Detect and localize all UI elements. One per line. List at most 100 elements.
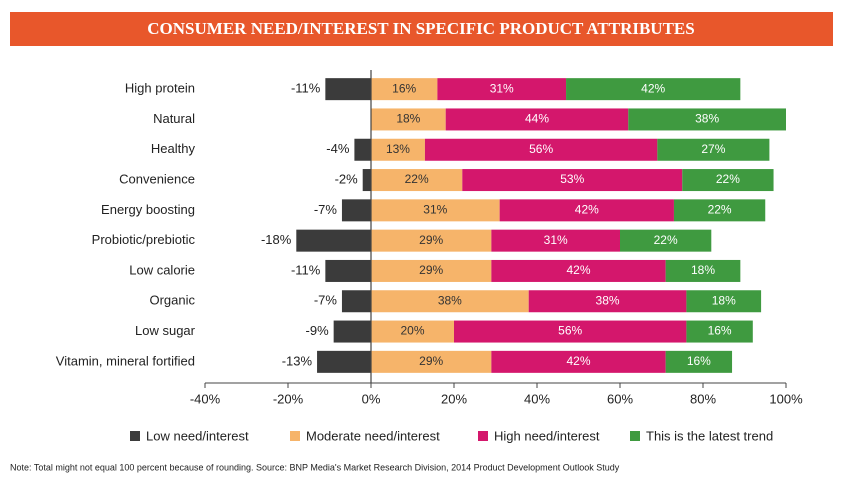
category-label: Healthy [151, 141, 196, 156]
bar-segment [686, 290, 762, 313]
bar-segment [371, 78, 438, 101]
legend-swatch [630, 431, 640, 441]
value-label: 18% [396, 112, 420, 126]
bar-segment [371, 108, 446, 131]
value-label: 31% [423, 203, 447, 217]
category-label: High protein [125, 81, 195, 96]
category-label: Low calorie [129, 262, 195, 277]
value-label: 22% [708, 203, 732, 217]
bar-segment [437, 78, 567, 101]
bar-segment [628, 108, 786, 131]
chart-title: CONSUMER NEED/INTEREST IN SPECIFIC PRODU… [147, 19, 694, 38]
value-label: 42% [641, 81, 665, 95]
bar-segment [371, 350, 492, 373]
bar-segment [341, 290, 371, 313]
bar-segment [657, 138, 770, 161]
bar-segment [491, 259, 666, 282]
x-tick-label: -40% [190, 391, 221, 406]
bar-segment [362, 169, 371, 192]
value-label: -11% [291, 262, 321, 277]
value-label: -18% [261, 232, 292, 247]
value-label: 38% [596, 293, 620, 307]
value-label: 42% [566, 263, 590, 277]
bar-segment [528, 290, 687, 313]
value-label: -9% [306, 323, 330, 338]
bar-segment [371, 169, 463, 192]
value-label: 31% [490, 81, 514, 95]
title-bar [10, 12, 833, 46]
legend-swatch [130, 431, 140, 441]
bar-segment [566, 78, 741, 101]
bar-segment [445, 108, 629, 131]
value-label: 29% [419, 233, 443, 247]
value-label: 16% [708, 324, 732, 338]
bar-segment [491, 229, 620, 252]
bar-segment [491, 350, 666, 373]
bar-segment [317, 350, 371, 373]
bar-segment [325, 259, 371, 282]
x-tick-label: 80% [690, 391, 716, 406]
bar-segment [462, 169, 683, 192]
bar-segment [333, 320, 371, 343]
bar-segment [341, 199, 371, 222]
category-label: Low sugar [135, 323, 196, 338]
bar-segment [454, 320, 687, 343]
value-label: 38% [695, 112, 719, 126]
value-label: -13% [282, 353, 313, 368]
bar-segment [665, 259, 741, 282]
category-label: Vitamin, mineral fortified [56, 353, 195, 368]
bar-segment [673, 199, 766, 222]
bar-segment [371, 320, 454, 343]
category-label: Convenience [119, 171, 195, 186]
value-label: 56% [558, 324, 582, 338]
x-tick-label: 60% [607, 391, 633, 406]
value-label: 29% [419, 263, 443, 277]
legend-swatch [290, 431, 300, 441]
bar-segment [682, 169, 774, 192]
value-label: 20% [400, 324, 424, 338]
x-tick-label: 0% [362, 391, 381, 406]
value-label: 53% [560, 172, 584, 186]
category-label: Probiotic/prebiotic [92, 232, 196, 247]
category-label: Natural [153, 111, 195, 126]
value-label: -11% [291, 81, 321, 96]
x-tick-label: 100% [769, 391, 803, 406]
bar-segment [296, 229, 371, 252]
bar-segment [354, 138, 371, 161]
legend-label: High need/interest [494, 428, 600, 443]
legend-label: This is the latest trend [646, 428, 773, 443]
legend-swatch [478, 431, 488, 441]
value-label: 38% [438, 293, 462, 307]
value-label: -7% [314, 202, 338, 217]
value-label: 22% [716, 172, 740, 186]
note: Note: Total might not equal 100 percent … [10, 462, 620, 472]
bar-segment [371, 138, 425, 161]
value-label: 18% [691, 263, 715, 277]
bar-segment [424, 138, 658, 161]
value-label: 18% [712, 293, 736, 307]
value-label: 29% [419, 354, 443, 368]
value-label: -7% [314, 293, 338, 308]
bar-segment [665, 350, 733, 373]
value-label: 22% [654, 233, 678, 247]
value-label: 42% [575, 203, 599, 217]
value-label: -2% [335, 171, 359, 186]
value-label: -4% [326, 141, 350, 156]
x-tick-label: -20% [273, 391, 304, 406]
x-tick-label: 20% [441, 391, 467, 406]
bar-segment [499, 199, 674, 222]
category-label: Organic [149, 293, 195, 308]
value-label: 27% [701, 142, 725, 156]
value-label: 42% [566, 354, 590, 368]
bar-segment [620, 229, 712, 252]
bar-segment [686, 320, 753, 343]
x-tick-label: 40% [524, 391, 550, 406]
value-label: 44% [525, 112, 549, 126]
value-label: 22% [405, 172, 429, 186]
bar-segment [325, 78, 371, 101]
legend-label: Low need/interest [146, 428, 249, 443]
bar-segment [371, 199, 500, 222]
bar-segment [371, 229, 492, 252]
value-label: 13% [386, 142, 410, 156]
